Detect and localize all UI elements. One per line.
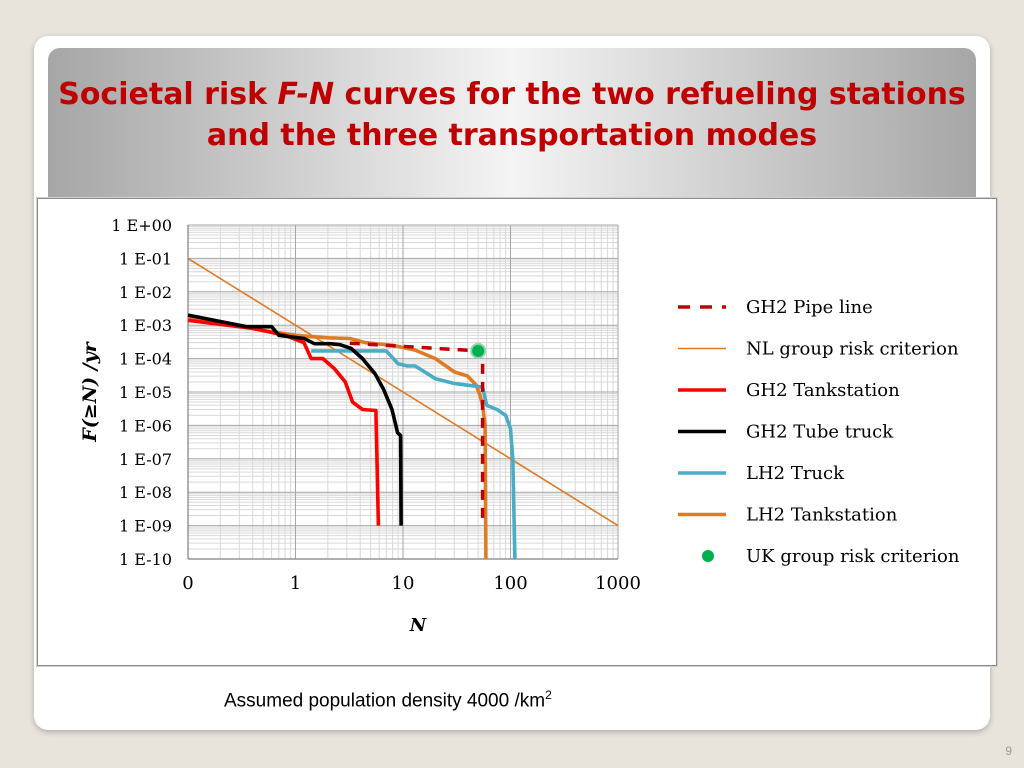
- y-tick-label: 1 E-02: [119, 283, 172, 302]
- series-line-lh2-truck: [311, 349, 517, 560]
- y-tick-label: 1 E-01: [119, 249, 172, 268]
- x-tick-label: 10: [392, 573, 415, 594]
- caption-superscript: 2: [545, 688, 552, 702]
- y-tick-label: 1 E-10: [119, 550, 172, 569]
- uk-criterion-point: [470, 342, 487, 359]
- legend-label: GH2 Tube truck: [746, 422, 894, 443]
- title-text-italic: F-N: [277, 77, 335, 112]
- title-text-part2: curves for the two refueling stations an…: [206, 77, 966, 153]
- legend-label: GH2 Tankstation: [746, 380, 900, 401]
- page-number: 9: [1005, 744, 1012, 758]
- y-axis-title: F(≥N) /yr: [79, 340, 101, 442]
- legend-label: LH2 Truck: [746, 463, 845, 484]
- legend-label: NL group risk criterion: [746, 339, 959, 360]
- title-band: [48, 48, 976, 198]
- series-line-nl-group-risk-criterion: [187, 257, 619, 527]
- x-tick-label: 1: [290, 573, 301, 594]
- x-tick-label: 1000: [595, 573, 641, 594]
- y-tick-label: 1 E-06: [119, 416, 172, 435]
- fn-curve-chart: 0 1 10 100 1000 1 E+00 1 E-01 1 E-02 1 E-03 1 E-0…: [79, 216, 960, 636]
- y-tick-label: 1 E-04: [119, 350, 172, 369]
- x-tick-label: 100: [493, 573, 527, 594]
- slide-title: Societal risk F-N curves for the two ref…: [48, 74, 976, 156]
- legend-label: LH2 Tankstation: [746, 505, 898, 526]
- y-tick-label: 1 E-03: [119, 316, 172, 335]
- caption-text: Assumed population density 4000 /km: [224, 690, 546, 712]
- chart-frame: 0 1 10 100 1000 1 E+00 1 E-01 1 E-02 1 E-03 1 E-0…: [37, 198, 997, 666]
- y-tick-label: 1 E-09: [119, 517, 172, 536]
- legend-swatch-uk-criterion: [702, 550, 714, 562]
- caption: Assumed population density 4000 /km2: [224, 688, 552, 712]
- series-line-gh2-tube-truck: [187, 313, 403, 526]
- x-axis-title: N: [409, 615, 428, 636]
- title-text-part1: Societal risk: [58, 77, 278, 112]
- y-tick-label: 1 E-07: [119, 450, 172, 469]
- y-tick-label: 1 E+00: [111, 216, 172, 235]
- y-tick-label: 1 E-08: [119, 483, 172, 502]
- legend-label: GH2 Pipe line: [746, 297, 873, 318]
- x-tick-label: 0: [182, 573, 193, 594]
- legend-label: UK group risk criterion: [746, 546, 960, 567]
- y-tick-label: 1 E-05: [119, 383, 172, 402]
